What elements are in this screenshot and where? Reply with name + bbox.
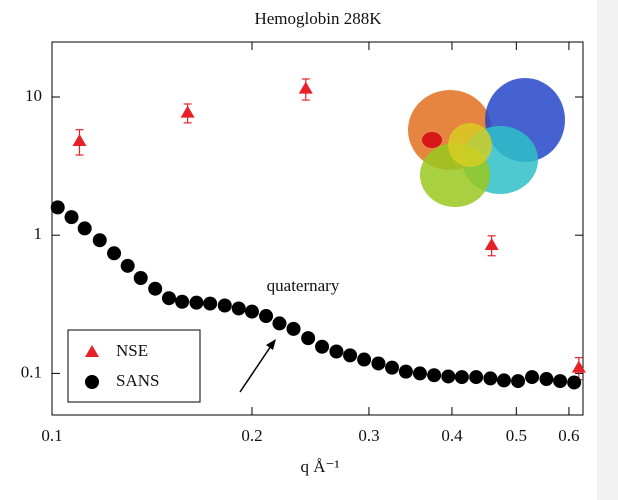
data-point xyxy=(298,81,313,94)
data-point xyxy=(92,233,107,248)
data-point xyxy=(315,339,330,354)
data-point xyxy=(148,281,163,296)
data-point xyxy=(133,271,148,286)
data-point xyxy=(454,370,469,385)
data-point xyxy=(484,237,499,250)
legend-label: SANS xyxy=(116,371,159,390)
x-tick-label: 0.6 xyxy=(558,426,579,445)
y-tick-label: 1 xyxy=(34,224,43,243)
data-point xyxy=(217,298,232,313)
data-point xyxy=(272,316,287,331)
data-point xyxy=(175,294,190,309)
data-point xyxy=(50,200,65,215)
x-tick-label: 0.1 xyxy=(41,426,62,445)
data-point xyxy=(180,105,195,118)
data-point xyxy=(231,301,246,316)
y-tick-label: 10 xyxy=(25,86,42,105)
arrow xyxy=(239,342,274,393)
data-point xyxy=(64,210,79,225)
data-point xyxy=(77,221,92,236)
data-point xyxy=(553,374,568,389)
data-point xyxy=(427,368,442,383)
chart-title: Hemoglobin 288K xyxy=(254,9,382,28)
legend-marker xyxy=(85,375,99,389)
protein-image xyxy=(408,78,565,207)
arrow-head xyxy=(266,339,276,350)
legend-label: NSE xyxy=(116,341,148,360)
data-point xyxy=(259,309,274,324)
data-point xyxy=(357,352,372,367)
data-point xyxy=(469,370,484,385)
data-point xyxy=(343,348,358,363)
data-point xyxy=(567,375,582,390)
x-tick-label: 0.2 xyxy=(241,426,262,445)
x-axis-label: q Å⁻¹ xyxy=(300,457,339,476)
data-point xyxy=(525,370,540,385)
data-point xyxy=(301,331,316,346)
data-point xyxy=(511,374,526,389)
data-point xyxy=(412,366,427,381)
data-point xyxy=(120,258,135,273)
x-tick-label: 0.5 xyxy=(506,426,527,445)
data-point xyxy=(571,360,586,373)
data-point xyxy=(441,369,456,384)
side-strip xyxy=(597,0,618,500)
annotation: quaternary xyxy=(267,276,340,295)
data-point xyxy=(385,360,400,375)
data-point xyxy=(496,373,511,388)
data-point xyxy=(203,296,218,311)
plot-frame xyxy=(51,41,584,416)
data-point xyxy=(72,134,87,147)
data-point xyxy=(244,304,259,319)
data-point xyxy=(286,321,301,336)
legend-box xyxy=(67,329,201,403)
y-tick-label: 0.1 xyxy=(21,362,42,381)
data-point xyxy=(161,291,176,306)
data-point xyxy=(398,364,413,379)
legend-marker xyxy=(85,345,99,357)
data-point xyxy=(329,344,344,359)
data-point xyxy=(189,295,204,310)
x-tick-label: 0.3 xyxy=(358,426,379,445)
data-point xyxy=(371,356,386,371)
data-point xyxy=(539,372,554,387)
data-point xyxy=(483,371,498,386)
data-point xyxy=(107,246,122,261)
x-tick-label: 0.4 xyxy=(441,426,463,445)
